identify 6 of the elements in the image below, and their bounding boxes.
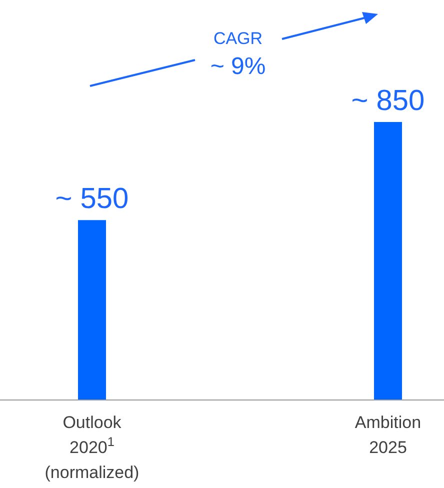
x-tick-label: Outlook 2020$^{1}$ (normalized) — [44, 413, 140, 482]
text: ~ 9% — [210, 53, 266, 80]
data-label: ~ 850 — [351, 85, 425, 117]
text: CAGR — [213, 29, 263, 48]
data-label: ~ 550 — [55, 183, 129, 216]
x-tick-label: Ambition 2025 — [354, 413, 422, 457]
